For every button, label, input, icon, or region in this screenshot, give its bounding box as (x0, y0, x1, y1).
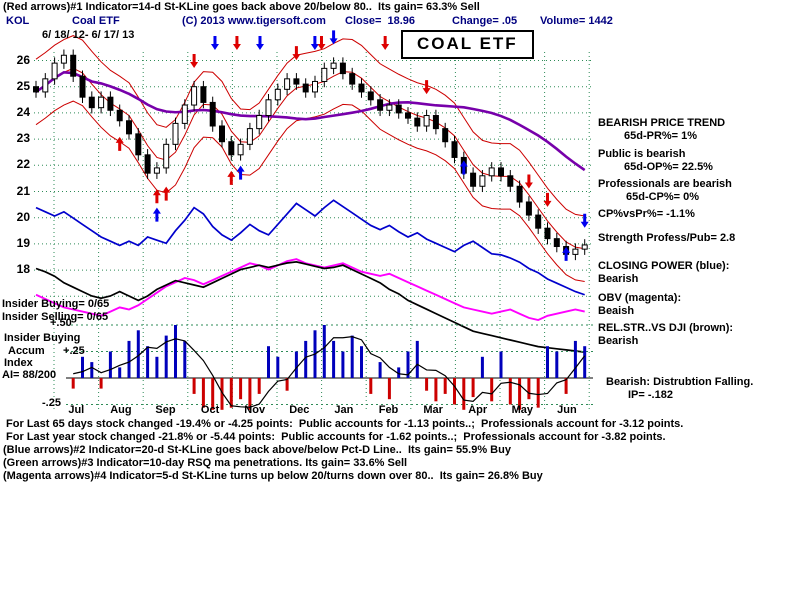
footer-line: (Magenta arrows)#4 Indicator=5-d St-KLin… (3, 470, 543, 482)
month-label: May (511, 404, 533, 416)
price-tick-label: 20 (16, 209, 30, 224)
chart-title-box: COAL ETF (401, 30, 534, 59)
close-value: Close= 18.96 (345, 15, 416, 27)
analysis-line: IP= -.182 (628, 389, 673, 401)
analysis-line: BEARISH PRICE TREND (598, 117, 726, 129)
insider-selling-label: Insider Selling= 0/65 (2, 311, 109, 323)
analysis-line: 65d-OP%= 22.5% (624, 161, 713, 173)
price-tick-label: 18 (16, 262, 30, 277)
change-value: Change= .05 (452, 15, 518, 27)
month-label: Mar (423, 404, 443, 416)
analysis-line: CLOSING POWER (blue): (598, 260, 730, 272)
footer-line: For Last 65 days stock changed -19.4% or… (3, 418, 684, 430)
analysis-line: Professionals are bearish (598, 178, 732, 190)
accum-label-line4: AI= 88/200 (2, 369, 57, 381)
month-label: Nov (244, 404, 266, 416)
stock-name: Coal ETF (72, 15, 120, 27)
date-range-label: 6/ 18/ 12- 6/ 17/ 13 (42, 29, 135, 41)
insider-buying-label: Insider Buying= 0/65 (2, 298, 110, 310)
analysis-line: 65d-PR%= 1% (624, 130, 698, 142)
month-label: Oct (200, 404, 220, 416)
copyright-text: (C) 2013 www.tigersoft.com (182, 15, 326, 27)
analysis-line: Strength Profess/Pub= 2.8 (598, 232, 736, 244)
analysis-line: Bearish (598, 273, 639, 285)
analysis-line: OBV (magenta): (598, 292, 682, 304)
month-label: Sep (155, 404, 176, 416)
price-tick-label: 19 (16, 235, 30, 250)
hist-bottom-tick: -.25 (42, 397, 61, 409)
month-label: Jul (68, 404, 85, 416)
price-tick-label: 25 (16, 78, 30, 93)
volume-value: Volume= 1442 (540, 15, 613, 27)
analysis-line: Public is bearish (598, 148, 686, 160)
hist-top-tick: +.50 (50, 317, 72, 329)
month-label: Jan (334, 404, 354, 416)
ticker-symbol: KOL (6, 15, 30, 27)
month-label: Dec (289, 404, 310, 416)
analysis-line: 65d-CP%= 0% (626, 191, 700, 203)
accum-label-line3: Index (4, 357, 33, 369)
footer-line: (Green arrows)#3 Indicator=10-day RSQ ma… (3, 457, 408, 469)
month-label: Aug (110, 404, 132, 416)
month-label: Feb (378, 404, 399, 416)
analysis-line: Bearish: Distrubtion Falling. (606, 376, 754, 388)
accum-label-line1: Insider Buying (4, 332, 81, 344)
analysis-line: Bearish (598, 335, 639, 347)
price-tick-label: 26 (16, 52, 30, 67)
indicator1-header-line: (Red arrows)#1 Indicator=14-d St-KLine g… (3, 1, 480, 13)
footer-line: (Blue arrows)#2 Indicator=20-d St-KLine … (3, 444, 511, 456)
price-tick-label: 21 (16, 183, 30, 198)
month-label: Jun (557, 404, 577, 416)
price-tick-label: 22 (16, 157, 30, 172)
price-tick-label: 24 (16, 104, 30, 119)
analysis-line: CP%vsPr%= -1.1% (598, 208, 695, 220)
accum-label-line2: Accum +.25 (8, 345, 85, 357)
price-tick-label: 23 (16, 131, 30, 146)
analysis-line: Beaish (598, 305, 635, 317)
footer-line: For Last year stock changed -21.8% or -5… (3, 431, 666, 443)
month-label: Apr (468, 404, 488, 416)
analysis-line: REL.STR..VS DJI (brown): (598, 322, 734, 334)
